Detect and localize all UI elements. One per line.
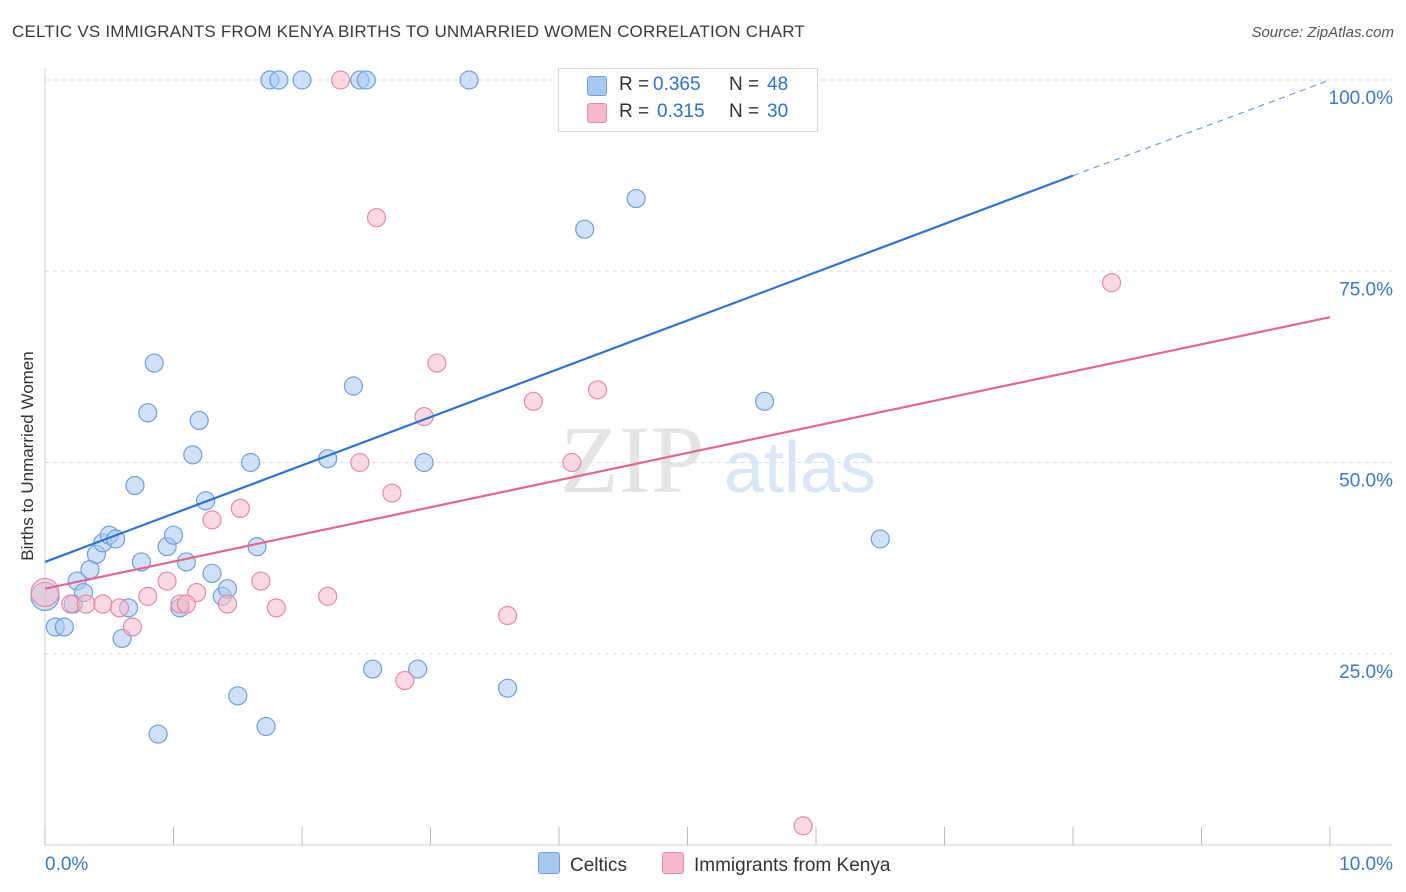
watermark-zip: ZIP: [560, 406, 704, 513]
celtics-point: [343, 376, 363, 396]
kenya-point: [1101, 273, 1122, 293]
celtics-point: [498, 678, 518, 698]
celtics-n-value: 48: [767, 74, 789, 95]
celtics-point: [575, 219, 595, 239]
celtics-point: [241, 452, 261, 473]
celtics-point: [202, 563, 222, 584]
kenya-legend-label: Immigrants from Kenya: [694, 855, 891, 876]
kenya-point: [217, 594, 238, 614]
kenya-trend-line: [44, 316, 1331, 590]
kenya-point: [109, 598, 130, 618]
kenya-point: [523, 391, 543, 411]
celtics-point: [269, 70, 289, 90]
source-label: Source: ZipAtlas.com: [1251, 24, 1394, 41]
trend-lines: [44, 79, 1331, 590]
kenya-point: [251, 571, 271, 591]
kenya-point: [498, 605, 518, 626]
celtics-point: [292, 70, 312, 90]
celtics-point: [754, 391, 775, 411]
celtics-point: [138, 403, 158, 423]
celtics-point: [54, 617, 74, 637]
celtics-point: [247, 537, 267, 557]
kenya-point: [350, 452, 370, 473]
celtics-point: [356, 70, 376, 90]
y-axis-label: Births to Unmarried Women: [18, 351, 37, 560]
celtics-point: [408, 659, 428, 679]
y-tick-label: 25.0%: [1339, 662, 1393, 683]
n-label: N =: [729, 74, 760, 95]
celtics-swatch: [587, 76, 607, 96]
kenya-n-value: 30: [767, 101, 789, 122]
legend-celtics: Celtics: [538, 852, 627, 877]
kenya-point: [157, 571, 177, 591]
kenya-legend-swatch: [662, 852, 684, 874]
r-label: R =: [619, 74, 650, 95]
celtics-point: [183, 445, 203, 465]
celtics-point: [144, 353, 164, 373]
kenya-point: [330, 70, 351, 90]
axes: [44, 68, 1392, 846]
celtics-point: [363, 659, 383, 679]
celtics-point: [228, 686, 248, 706]
kenya-point: [382, 483, 402, 503]
stats-legend: R = 0.365 N = 48 R = 0.315 N = 30: [558, 68, 818, 132]
y-tick-label: 75.0%: [1339, 279, 1393, 300]
kenya-point: [366, 208, 387, 228]
data-points: [30, 70, 1122, 836]
kenya-point: [138, 586, 158, 606]
celtics-point: [125, 475, 145, 496]
celtics-trend-extension: [1072, 79, 1331, 177]
kenya-r-value: 0.315: [657, 101, 705, 122]
celtics-point: [176, 552, 196, 572]
x-tick-label: 0.0%: [45, 854, 88, 875]
celtics-trend-line: [44, 174, 1074, 563]
y-tick-label: 100.0%: [1329, 88, 1394, 109]
celtics-point: [626, 188, 646, 209]
kenya-point: [176, 594, 196, 614]
celtics-legend-label: Celtics: [570, 855, 628, 876]
celtics-point: [459, 70, 479, 90]
celtics-legend-swatch: [538, 852, 560, 874]
chart-title: CELTIC VS IMMIGRANTS FROM KENYA BIRTHS T…: [12, 22, 805, 41]
watermark-atlas: atlas: [724, 428, 876, 508]
kenya-point: [266, 598, 286, 618]
watermark: ZIP atlas: [560, 406, 876, 513]
axis-labels: 25.0% 50.0% 75.0% 100.0% 0.0% 10.0% Births to …: [18, 88, 1393, 875]
kenya-point: [318, 586, 338, 606]
kenya-point: [587, 380, 608, 400]
kenya-point: [122, 617, 142, 637]
kenya-point: [202, 510, 222, 530]
kenya-point: [76, 594, 96, 614]
celtics-point: [414, 452, 434, 473]
kenya-point: [230, 498, 250, 518]
x-tick-label: 10.0%: [1339, 854, 1393, 875]
kenya-point: [793, 816, 813, 836]
celtics-point: [189, 410, 209, 431]
kenya-point: [93, 594, 113, 614]
legend-kenya: Immigrants from Kenya: [662, 852, 890, 877]
celtics-point: [163, 525, 184, 545]
kenya-point: [395, 670, 415, 691]
n-label: N =: [729, 101, 760, 122]
r-label: R =: [619, 101, 650, 122]
celtics-r-value: 0.365: [653, 74, 701, 95]
y-tick-label: 50.0%: [1339, 471, 1393, 492]
grid: [45, 79, 1392, 655]
kenya-point: [427, 353, 447, 373]
celtics-point: [148, 724, 168, 744]
kenya-swatch: [587, 103, 607, 123]
celtics-point: [256, 716, 276, 737]
kenya-point: [562, 452, 582, 473]
kenya-point: [30, 577, 60, 608]
celtics-point: [870, 529, 890, 549]
